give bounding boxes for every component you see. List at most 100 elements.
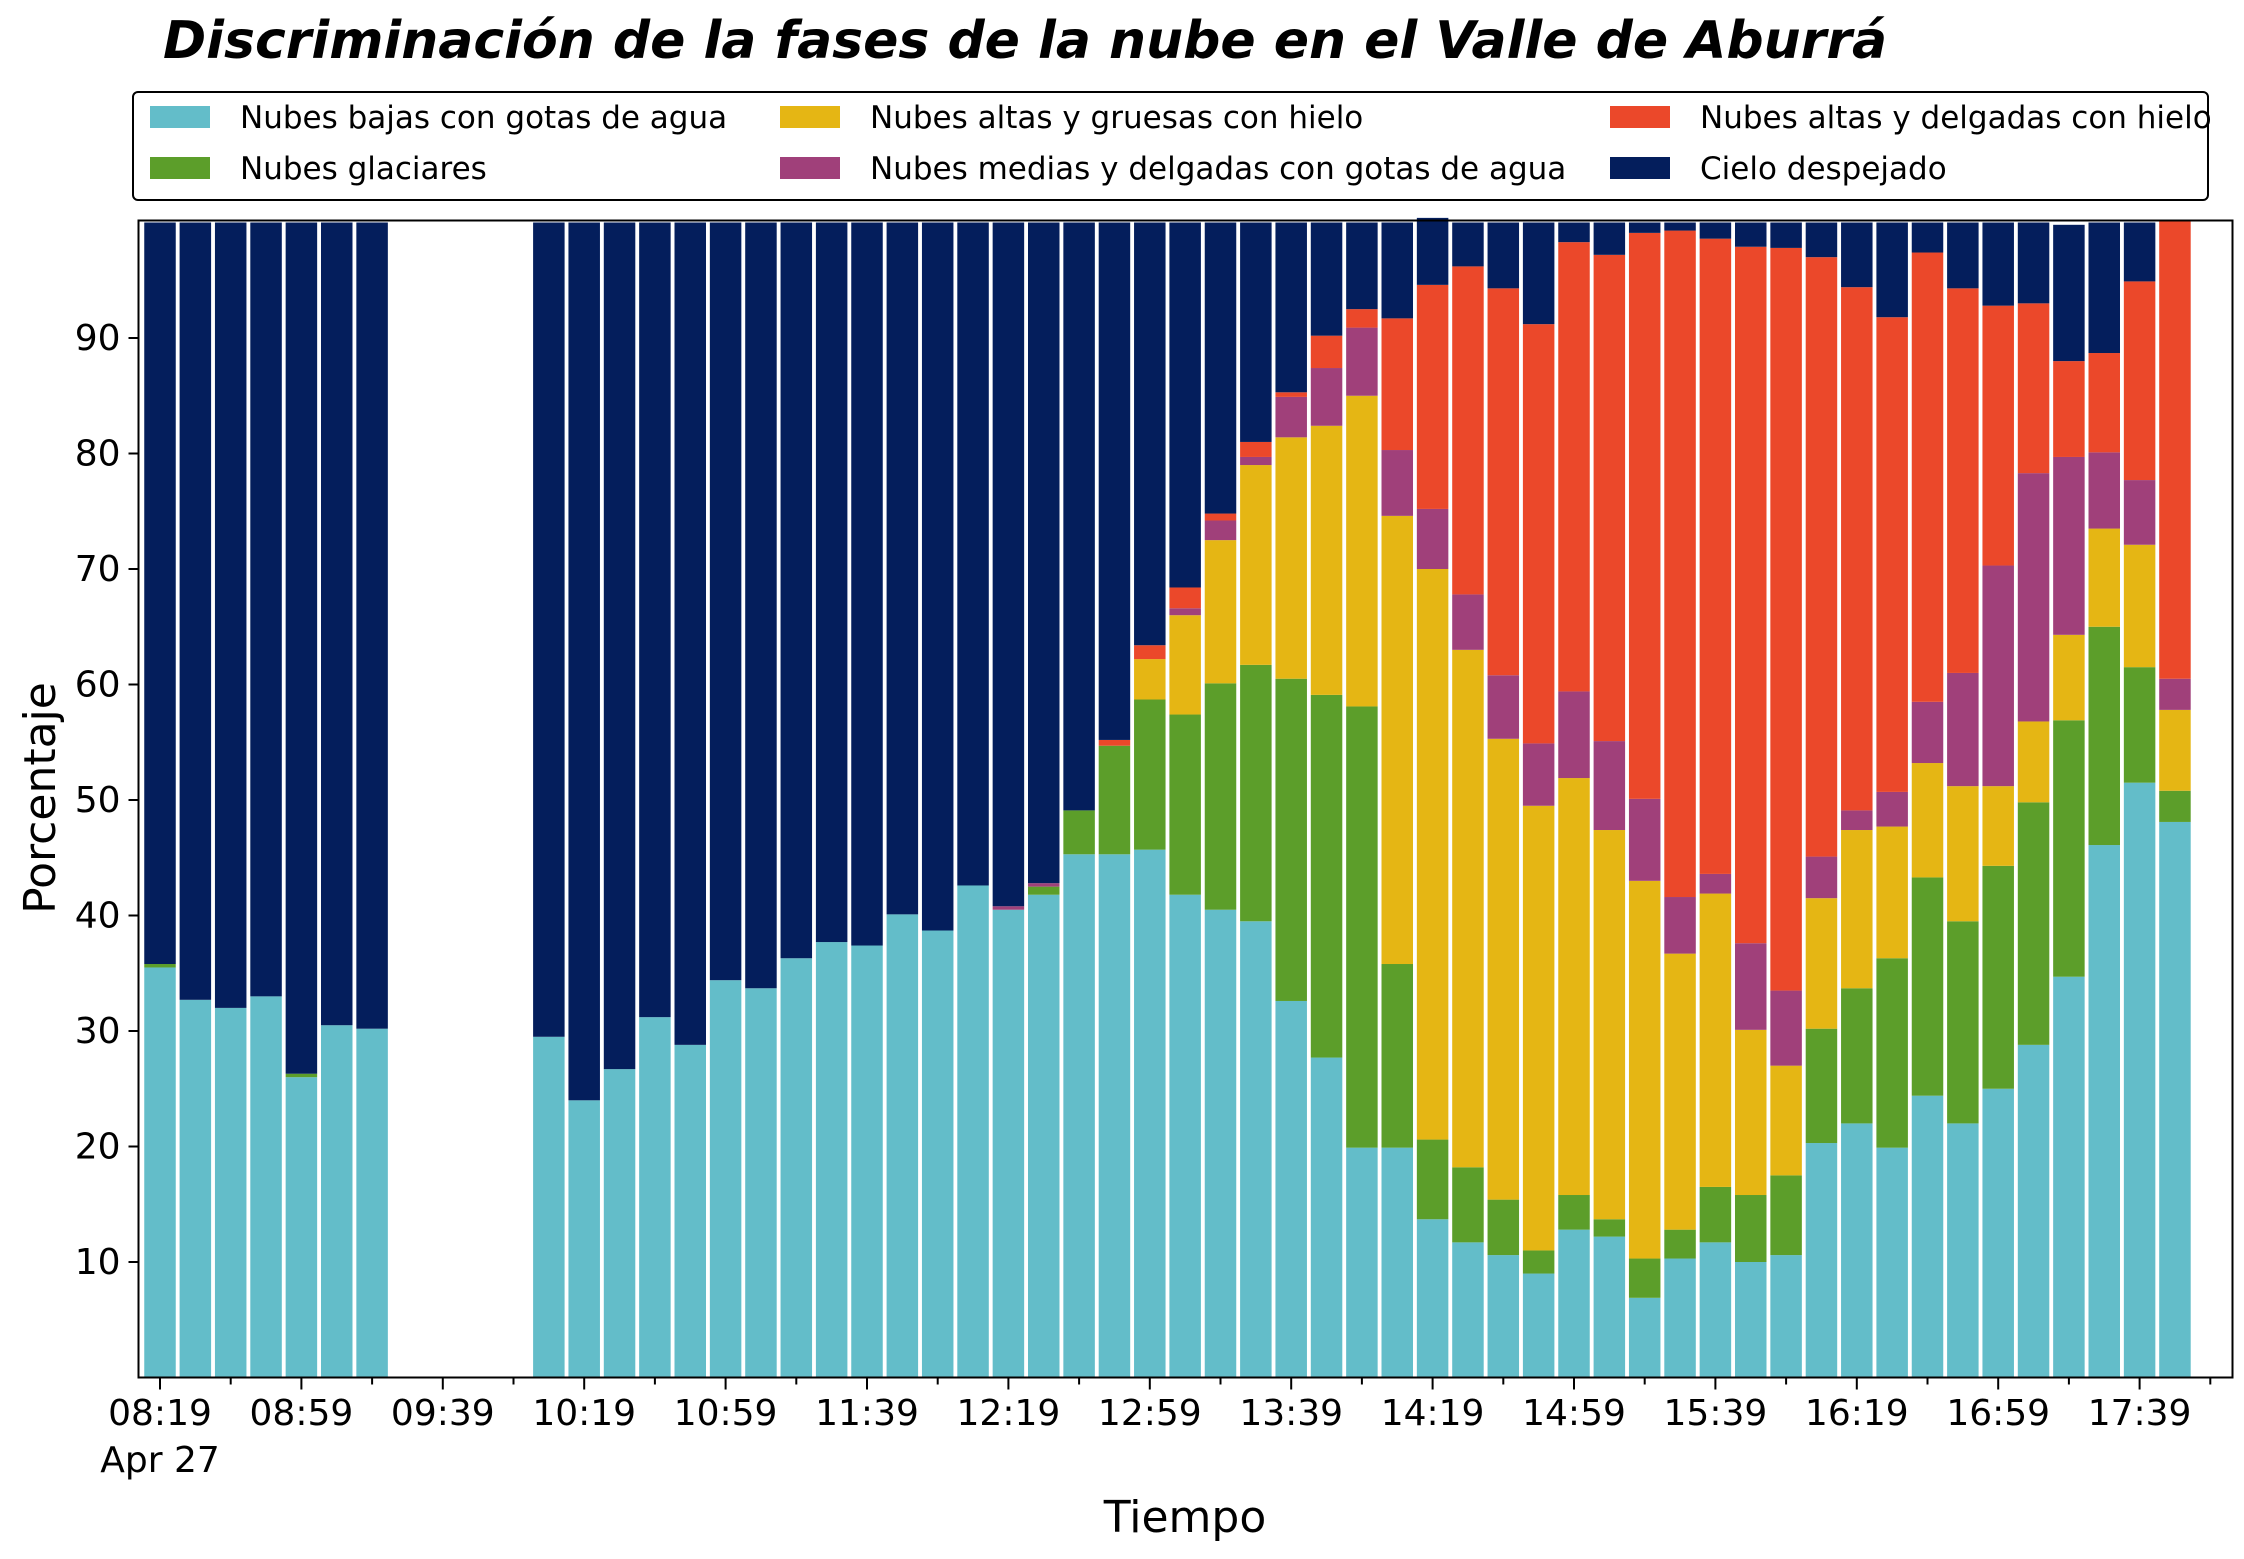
bar-segment (1735, 246, 1767, 944)
legend-swatch (1610, 106, 1670, 128)
y-tick-label: 60 (75, 665, 121, 706)
bar-segment (1204, 909, 1237, 1378)
bar-segment (1452, 222, 1484, 267)
bar-segment (2017, 721, 2050, 803)
bar-segment (921, 222, 954, 931)
y-tick-label: 90 (75, 318, 121, 359)
bar-segment (1593, 254, 1626, 742)
bar-segment (1098, 222, 1131, 740)
bar-segment (1593, 1236, 1626, 1378)
legend: Nubes bajas con gotas de agua Nubes glaci… (132, 91, 2212, 201)
bar-segment (2053, 720, 2085, 977)
bar-segment (1134, 645, 1166, 660)
bar-segment (1982, 222, 2014, 306)
bar-segment (1204, 513, 1237, 521)
bar-segment (1487, 675, 1520, 739)
x-axis: 08:19 08:59 09:39 10:19 10:59 11:39 12:19 12:59… (100, 1377, 2212, 1481)
x-tick-label: 10:19 (532, 1393, 636, 1434)
bar-segment (1169, 615, 1201, 715)
bar-segment (1770, 1175, 1802, 1256)
bar-segment (1628, 880, 1661, 1259)
bar-segment (1664, 222, 1696, 231)
bar-segment (1770, 247, 1802, 991)
bar-segment (886, 222, 919, 915)
bar-segment (1240, 921, 1272, 1378)
bar-segment (1346, 395, 1378, 707)
bar-segment (1876, 1147, 1908, 1378)
bar-segment (214, 1007, 247, 1378)
bar-segment (1381, 450, 1413, 516)
bar-segment (1770, 1065, 1802, 1176)
bar-segment (886, 914, 919, 1378)
bar-segment (1735, 1262, 1767, 1378)
bar-segment (1169, 608, 1201, 616)
bar-segment (1628, 1258, 1661, 1298)
bar-segment (2123, 281, 2156, 481)
bar-segment (1664, 230, 1696, 898)
bar-segment (1134, 222, 1166, 646)
bar-segment (1310, 425, 1343, 695)
bar-segment (250, 222, 282, 997)
bar-segment (1947, 672, 1979, 787)
bar-segment (1310, 694, 1343, 1058)
y-tick-label: 70 (75, 549, 121, 590)
bar-segment (1204, 540, 1237, 684)
bar-segment (1699, 238, 1732, 874)
bar-segment (1522, 1250, 1555, 1274)
bar-segment (1240, 456, 1272, 466)
bar-segment (1204, 683, 1237, 910)
bar-segment (1805, 222, 1838, 258)
bar-segment (1346, 706, 1378, 1148)
bar-segment (1240, 664, 1272, 922)
bar-segment (1558, 242, 1590, 692)
bar-segment (1593, 1219, 1626, 1237)
bar-segment (2159, 221, 2191, 679)
x-tick-label: 16:19 (1805, 1393, 1909, 1434)
bar-segment (1134, 849, 1166, 1378)
bar-segment (1487, 1255, 1520, 1378)
bar-segment (2088, 845, 2120, 1378)
bar-segment (1841, 222, 1873, 288)
bar-segment (1805, 1028, 1838, 1144)
y-tick-label: 30 (75, 1011, 121, 1052)
bar-segment (1876, 791, 1908, 827)
bar-segment (2053, 976, 2085, 1378)
bar-segment (1416, 1219, 1449, 1378)
legend-swatch (1610, 157, 1670, 179)
bar-segment (1947, 1123, 1979, 1378)
bar-segment (250, 996, 282, 1378)
bar-segment (1628, 232, 1661, 799)
bar-segment (1947, 222, 1979, 289)
y-tick-label: 10 (75, 1242, 121, 1283)
bars-layer (144, 217, 2191, 1378)
x-tick-label: 12:19 (957, 1393, 1061, 1434)
bar-segment (957, 222, 989, 886)
bar-segment (2088, 222, 2120, 354)
bar-segment (1522, 222, 1555, 325)
bar-segment (674, 222, 706, 1045)
bar-segment (780, 222, 813, 959)
bar-segment (321, 222, 353, 1026)
y-tick-label: 20 (75, 1127, 121, 1168)
bar-segment (2017, 802, 2050, 1045)
bar-segment (1699, 1242, 1732, 1378)
bar-segment (214, 222, 247, 1008)
bar-segment (568, 1100, 600, 1378)
bar-segment (1204, 520, 1237, 541)
bar-segment (285, 1077, 318, 1378)
bar-segment (179, 999, 212, 1378)
bar-segment (1911, 222, 1944, 253)
bar-segment (1452, 1167, 1484, 1243)
bar-segment (1735, 943, 1767, 1030)
bar-segment (1982, 305, 2014, 566)
bar-segment (1204, 222, 1237, 514)
bar-segment (1841, 810, 1873, 831)
bar-segment (1028, 886, 1060, 895)
x-tick-label: 11:39 (815, 1393, 919, 1434)
bar-segment (1275, 678, 1307, 1001)
bar-segment (1664, 953, 1696, 1230)
bar-segment (1664, 1229, 1696, 1259)
bar-segment (709, 222, 742, 981)
bar-segment (285, 1073, 318, 1078)
bar-segment (1876, 958, 1908, 1148)
